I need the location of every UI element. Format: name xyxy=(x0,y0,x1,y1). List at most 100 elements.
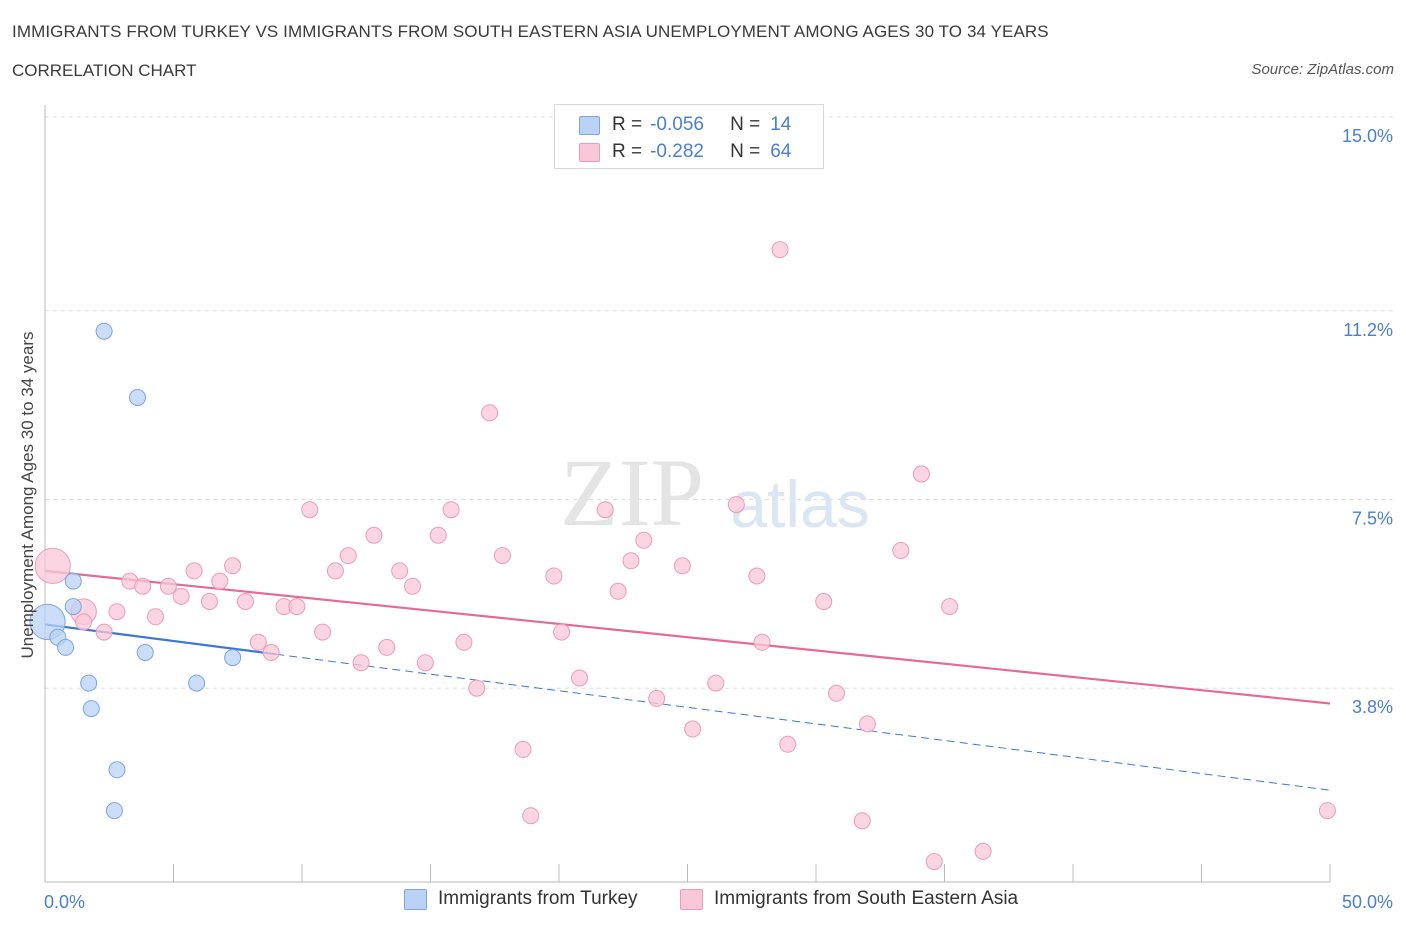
turkey-n-label: N = xyxy=(730,114,761,135)
turkey-point xyxy=(64,572,82,590)
sea-point xyxy=(211,572,229,590)
sea-point xyxy=(673,557,691,575)
sea-point xyxy=(727,496,745,514)
sea-point xyxy=(1318,802,1336,820)
sea-point xyxy=(468,679,486,697)
sea-n-value: 64 xyxy=(770,141,792,162)
sea-legend-swatch xyxy=(680,888,703,910)
turkey-point xyxy=(95,322,113,340)
sea-point xyxy=(858,715,876,733)
sea-point xyxy=(779,735,797,753)
sea-point xyxy=(455,633,473,651)
turkey-point xyxy=(57,638,75,656)
series-legend: Immigrants from Turkey Immigrants from S… xyxy=(0,888,1406,916)
turkey-point xyxy=(188,674,206,692)
sea-point xyxy=(853,812,871,830)
sea-point xyxy=(815,593,833,610)
sea-point xyxy=(134,577,152,595)
sea-point xyxy=(249,633,267,651)
turkey-swatch xyxy=(579,115,600,135)
sea-point xyxy=(635,531,653,549)
sea-point xyxy=(391,562,409,580)
turkey-r-value: -0.056 xyxy=(650,114,704,135)
sea-point xyxy=(596,501,614,519)
turkey-point xyxy=(82,700,100,718)
sea-point xyxy=(571,669,589,687)
sea-point xyxy=(416,654,434,672)
x-tick-max: 50.0% xyxy=(1342,892,1393,912)
sea-point xyxy=(493,547,511,565)
turkey-point xyxy=(105,802,123,820)
sea-point xyxy=(75,613,93,631)
sea-point xyxy=(172,587,190,605)
watermark: ZIP atlas xyxy=(560,439,870,546)
sea-point xyxy=(288,598,306,616)
sea-n-label: N = xyxy=(730,141,761,162)
sea-point xyxy=(925,853,943,871)
turkey-n-value: 14 xyxy=(770,114,792,135)
sea-point xyxy=(545,567,563,585)
chart-title: IMMIGRANTS FROM TURKEY VS IMMIGRANTS FRO… xyxy=(12,22,1049,41)
turkey-point xyxy=(64,598,82,616)
turkey-r-label: R = xyxy=(612,114,643,135)
sea-point xyxy=(365,526,383,544)
sea-point xyxy=(147,608,165,626)
watermark-zip: ZIP xyxy=(560,439,704,546)
sea-point xyxy=(200,593,218,610)
source-credit: Source: ZipAtlas.com xyxy=(1251,61,1394,78)
sea-point xyxy=(159,577,177,595)
sea-point xyxy=(34,547,71,584)
sea-legend-label: Immigrants from South Eastern Asia xyxy=(714,888,1019,909)
sea-point xyxy=(326,562,344,580)
y-axis-label: Unemployment Among Ages 30 to 34 years xyxy=(18,332,37,659)
sea-point xyxy=(522,807,540,825)
sea-point xyxy=(974,842,992,860)
sea-point xyxy=(224,557,242,575)
trend-line-sea xyxy=(44,569,1331,705)
sea-point xyxy=(748,567,766,585)
sea-point xyxy=(339,547,357,565)
legend-row-sea: R = -0.282 N = 64 xyxy=(579,140,791,164)
correlation-legend: R = -0.056 N = 14 R = -0.282 N = 64 xyxy=(554,104,824,169)
sea-r-label: R = xyxy=(612,141,643,162)
sea-point xyxy=(378,638,396,656)
y-tick-labels: 3.8% 7.5% 11.2% 15.0% xyxy=(1342,126,1393,717)
sea-point xyxy=(429,526,447,544)
legend-item-turkey[interactable]: Immigrants from Turkey xyxy=(404,888,638,910)
turkey-point xyxy=(129,389,147,406)
sea-point xyxy=(185,562,203,580)
trend-line-turkey-dashed xyxy=(276,653,1331,791)
turkey-point xyxy=(80,674,98,692)
turkey-legend-swatch xyxy=(404,888,427,910)
data-points xyxy=(29,241,1336,871)
sea-point xyxy=(941,598,959,616)
sea-swatch xyxy=(579,142,600,162)
sea-point xyxy=(95,623,113,641)
sea-point xyxy=(553,623,571,641)
sea-point xyxy=(771,241,789,259)
sea-point xyxy=(301,501,319,519)
legend-item-sea[interactable]: Immigrants from South Eastern Asia xyxy=(680,888,1018,910)
sea-point xyxy=(684,720,702,738)
watermark-atlas: atlas xyxy=(730,467,869,541)
sea-point xyxy=(481,404,499,422)
sea-point xyxy=(314,623,332,641)
x-tick-min: 0.0% xyxy=(44,892,85,912)
sea-point xyxy=(707,674,725,692)
sea-point xyxy=(753,633,771,651)
turkey-point xyxy=(136,644,154,661)
sea-point xyxy=(648,689,666,707)
sea-point xyxy=(828,684,846,702)
sea-point xyxy=(609,582,627,600)
turkey-point xyxy=(108,761,126,779)
legend-row-turkey: R = -0.056 N = 14 xyxy=(579,113,791,137)
y-tick-label: 3.8% xyxy=(1352,697,1393,717)
axes xyxy=(44,105,1331,883)
sea-point xyxy=(622,552,640,570)
sea-r-value: -0.282 xyxy=(650,141,704,162)
sea-point xyxy=(892,542,910,559)
sea-point xyxy=(236,593,254,610)
y-tick-label: 7.5% xyxy=(1352,509,1393,529)
sea-point xyxy=(108,603,126,621)
